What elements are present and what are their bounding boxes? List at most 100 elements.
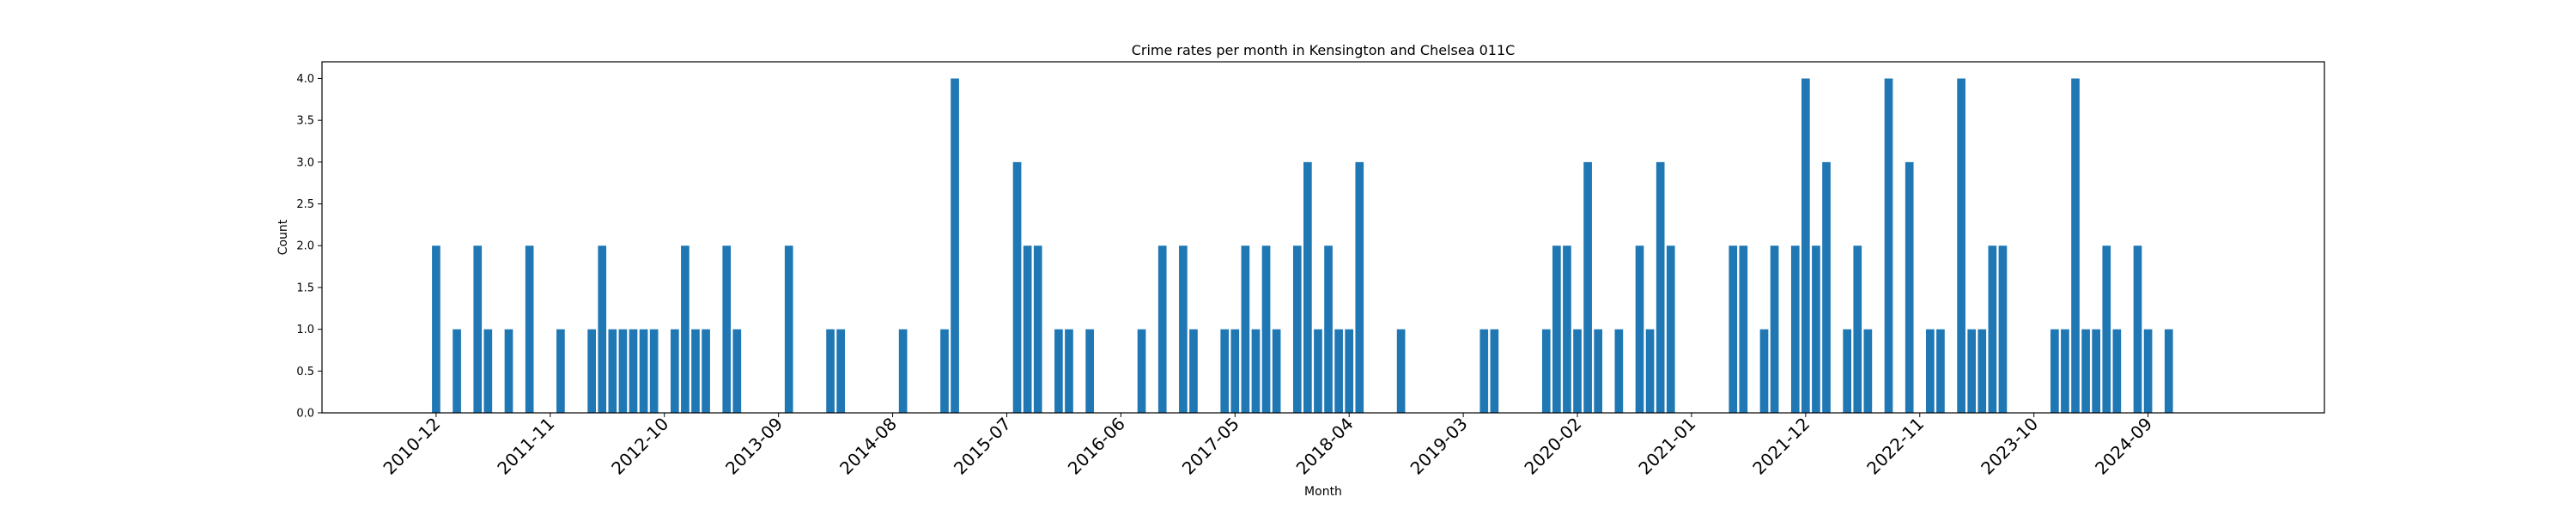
x-tick-label: 2010-12 (379, 414, 444, 479)
bar-2011-09 (525, 245, 534, 413)
x-tick-label: 2012-10 (607, 414, 672, 479)
bar-2012-07 (629, 329, 638, 413)
bar-2015-08 (1012, 161, 1022, 414)
bar-2022-08 (1884, 78, 1893, 413)
bar-2012-06 (618, 329, 628, 413)
bar-2018-04 (1345, 329, 1354, 413)
bar-2023-07 (1998, 245, 2008, 413)
x-tick-label: 2022-11 (1862, 414, 1928, 479)
bar-2024-11 (2164, 329, 2173, 413)
y-tick-label: 3.0 (296, 156, 314, 169)
x-tick-label: 2021-12 (1748, 414, 1814, 479)
bar-2011-04 (473, 245, 483, 413)
x-tick-label: 2017-05 (1178, 414, 1243, 479)
bar-2016-01 (1065, 329, 1073, 413)
bar-2024-09 (2143, 329, 2153, 413)
bar-2014-03 (836, 329, 845, 413)
bar-2015-09 (1023, 245, 1032, 413)
bar-2015-01 (940, 329, 949, 413)
bar-2021-09 (1770, 245, 1779, 413)
bar-2016-10 (1157, 245, 1167, 413)
bar-2012-03 (587, 329, 596, 413)
x-tick-label: 2018-04 (1292, 414, 1358, 479)
bar-2022-12 (1926, 329, 1935, 413)
bar-2017-05 (1230, 329, 1240, 413)
bar-2024-04 (2092, 329, 2101, 413)
bar-2015-10 (1033, 245, 1042, 413)
x-tick-label: 2013-09 (721, 414, 787, 479)
y-tick-label: 0.0 (296, 408, 314, 421)
bar-2021-12 (1801, 78, 1810, 413)
bar-2022-05 (1853, 245, 1862, 413)
bar-2020-01 (1563, 245, 1571, 413)
bar-2020-08 (1635, 245, 1644, 413)
bar-2019-11 (1541, 329, 1551, 413)
bar-2018-01 (1314, 329, 1322, 413)
bar-2022-10 (1905, 161, 1914, 414)
bar-2015-12 (1054, 329, 1063, 413)
bar-2022-04 (1843, 329, 1852, 413)
y-axis-label: Count (276, 219, 290, 255)
bar-2021-06 (1739, 245, 1748, 413)
y-tick-label: 1.5 (296, 282, 314, 294)
y-tick-label: 3.5 (296, 115, 314, 128)
bar-2024-06 (2112, 329, 2122, 413)
bar-2011-07 (504, 329, 513, 413)
x-tick-label: 2021-01 (1634, 414, 1699, 479)
bar-2013-01 (691, 329, 700, 413)
bar-2012-11 (670, 329, 679, 413)
bar-2022-01 (1812, 245, 1820, 413)
plot-frame (321, 61, 2325, 414)
bar-2020-10 (1656, 161, 1665, 414)
bar-2013-05 (732, 329, 742, 413)
bar-2023-06 (1988, 245, 1997, 413)
x-tick-label: 2016-06 (1064, 414, 1129, 479)
bar-2014-02 (826, 329, 835, 413)
bar-2017-09 (1272, 329, 1281, 413)
bar-2021-05 (1728, 245, 1738, 413)
bar-2011-05 (483, 329, 493, 413)
chart-title: Crime rates per month in Kensington and … (1132, 42, 1516, 58)
bar-2017-04 (1220, 329, 1230, 413)
bar-2024-05 (2102, 245, 2111, 413)
bar-2012-09 (649, 329, 659, 413)
bar-2024-02 (2071, 78, 2080, 413)
x-tick-label: 2024-09 (2091, 414, 2156, 479)
y-tick-label: 2.5 (296, 198, 314, 211)
bar-2022-06 (1863, 329, 1873, 413)
x-tick-label: 2014-08 (835, 414, 901, 479)
bar-2024-08 (2133, 245, 2142, 413)
bar-2022-02 (1822, 161, 1831, 414)
bar-2012-04 (598, 245, 607, 413)
bar-2020-04 (1594, 329, 1603, 413)
x-tick-label: 2011-11 (493, 414, 558, 479)
x-tick-label: 2019-03 (1406, 414, 1472, 479)
x-tick-label: 2020-02 (1520, 414, 1585, 479)
bar-2012-12 (681, 245, 690, 413)
bar-2012-05 (608, 329, 617, 413)
bar-2021-08 (1759, 329, 1769, 413)
bar-2017-07 (1251, 329, 1261, 413)
bar-2016-08 (1137, 329, 1146, 413)
bar-2023-05 (1978, 329, 1987, 413)
bar-2018-03 (1334, 329, 1343, 413)
bar-2017-08 (1261, 245, 1271, 413)
bar-2020-09 (1645, 329, 1655, 413)
bar-2021-11 (1790, 245, 1800, 413)
bar-2012-08 (639, 329, 648, 413)
x-axis: 2010-12 2011-11 2012-10 2013-09 2014-08 2015-… (379, 413, 2156, 479)
bar-2018-09 (1396, 329, 1406, 413)
bar-2020-03 (1583, 161, 1592, 414)
y-tick-label: 4.0 (296, 73, 314, 86)
bar-2013-10 (784, 245, 793, 413)
x-tick-label: 2023-10 (1977, 414, 2042, 479)
bar-2023-03 (1957, 78, 1965, 413)
bar-2024-01 (2061, 329, 2069, 413)
y-tick-label: 0.5 (296, 366, 314, 379)
bar-2017-06 (1241, 245, 1250, 413)
bar-2017-11 (1292, 245, 1302, 413)
bar-2014-09 (898, 329, 908, 413)
bar-2023-01 (1936, 329, 1945, 413)
bar-2013-04 (722, 245, 732, 413)
